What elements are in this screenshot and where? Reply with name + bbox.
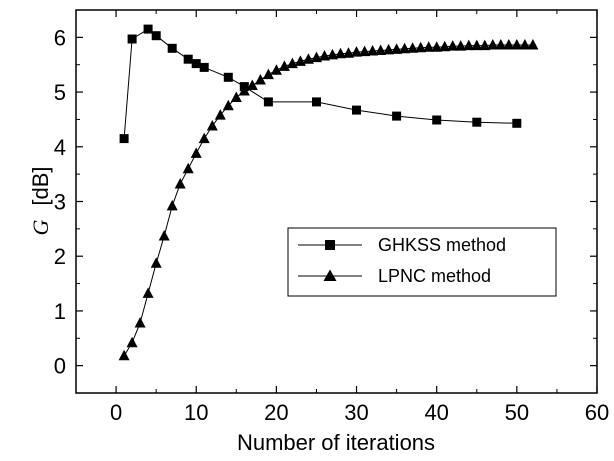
data-point-square	[512, 118, 522, 128]
data-point-triangle	[391, 43, 403, 54]
y-axis-title: G [dB]	[28, 166, 53, 235]
data-point-triangle	[511, 39, 523, 50]
plot-frame	[75, 9, 598, 394]
data-point-triangle	[302, 53, 314, 64]
data-point-square	[392, 111, 402, 121]
x-tick-label: 60	[585, 400, 609, 425]
series-lpnc	[118, 39, 539, 361]
x-tick-label: 50	[505, 400, 529, 425]
x-tick-label: 20	[264, 400, 288, 425]
data-point-square	[199, 62, 209, 72]
x-axis-title: Number of iterations	[237, 430, 435, 455]
x-tick-label: 10	[184, 400, 208, 425]
data-point-triangle	[327, 48, 338, 60]
data-point-triangle	[158, 230, 170, 241]
y-axis-title-unit: [dB]	[28, 166, 53, 205]
data-point-triangle	[399, 42, 411, 54]
data-point-square	[432, 115, 442, 125]
data-point-triangle	[471, 39, 483, 51]
data-point-triangle	[367, 45, 379, 56]
data-point-triangle	[198, 132, 210, 144]
data-point-triangle	[174, 178, 186, 189]
data-point-triangle	[190, 147, 202, 158]
data-point-triangle	[134, 317, 146, 328]
legend-box	[287, 227, 557, 297]
x-tick-label: 40	[424, 400, 448, 425]
data-point-square	[151, 31, 161, 41]
data-point-square	[167, 43, 177, 53]
data-point-triangle	[278, 60, 290, 71]
data-point-triangle	[262, 68, 274, 80]
data-point-triangle	[423, 41, 435, 52]
data-point-triangle	[447, 40, 459, 51]
data-point-triangle	[359, 45, 371, 57]
data-point-square	[312, 97, 321, 107]
data-point-triangle	[254, 74, 266, 85]
y-tick-label: 4	[54, 135, 66, 160]
data-point-triangle	[182, 162, 194, 174]
data-point-triangle	[319, 50, 330, 61]
y-tick-label: 1	[54, 299, 66, 324]
data-point-square	[191, 59, 201, 69]
data-point-triangle	[230, 91, 242, 102]
data-point-triangle	[463, 39, 475, 51]
legend-marker-lpnc	[323, 269, 337, 281]
data-point-square	[263, 97, 273, 107]
data-point-triangle	[479, 39, 491, 51]
data-point-triangle	[375, 44, 387, 55]
y-axis-title-symbol: G	[28, 220, 53, 236]
data-point-triangle	[335, 47, 346, 59]
data-point-square	[127, 34, 137, 44]
data-point-triangle	[439, 40, 451, 52]
data-point-triangle	[415, 41, 427, 53]
data-point-triangle	[270, 64, 282, 75]
data-point-triangle	[238, 85, 250, 96]
series-line	[123, 44, 533, 357]
x-tick-label: 30	[344, 400, 368, 425]
legend-marker-ghkss	[325, 240, 335, 250]
y-axis: 0 1 2 3 4 5 6	[54, 25, 597, 379]
legend-label-ghkss: GHKSS method	[378, 235, 506, 255]
data-point-square	[472, 117, 482, 127]
data-point-triangle	[495, 39, 507, 50]
data-point-triangle	[246, 79, 258, 90]
data-point-triangle	[126, 336, 138, 348]
data-point-triangle	[142, 287, 154, 298]
x-axis: 0 10 20 30 40 50 60	[110, 10, 609, 425]
data-point-triangle	[519, 39, 531, 50]
svg-text:G [dB]: G [dB]	[28, 166, 53, 235]
data-point-triangle	[351, 46, 362, 57]
y-tick-label: 6	[54, 25, 66, 50]
data-point-square	[119, 134, 129, 144]
data-point-square	[143, 24, 153, 34]
data-point-triangle	[431, 41, 443, 52]
data-point-triangle	[527, 39, 539, 50]
data-point-square	[352, 105, 361, 115]
x-tick-label: 0	[110, 400, 122, 425]
legend-label-lpnc: LPNC method	[378, 266, 491, 286]
data-point-square	[223, 72, 233, 82]
data-point-triangle	[166, 199, 178, 211]
data-point-triangle	[206, 120, 218, 131]
data-point-square	[183, 54, 193, 64]
data-point-triangle	[383, 43, 395, 55]
y-tick-label: 0	[54, 354, 66, 379]
y-tick-label: 3	[54, 190, 66, 215]
data-point-triangle	[222, 99, 234, 111]
y-tick-label: 2	[54, 244, 66, 269]
legend: GHKSS method LPNC method	[287, 227, 557, 297]
data-point-triangle	[503, 39, 515, 50]
data-point-triangle	[487, 39, 499, 50]
y-tick-label: 5	[54, 80, 66, 105]
series-layer	[118, 24, 539, 361]
data-point-triangle	[343, 47, 354, 58]
data-point-triangle	[214, 109, 226, 120]
data-point-triangle	[150, 257, 162, 268]
data-point-triangle	[311, 51, 322, 63]
data-point-triangle	[407, 42, 419, 53]
data-point-triangle	[118, 349, 130, 361]
data-point-triangle	[455, 40, 467, 51]
